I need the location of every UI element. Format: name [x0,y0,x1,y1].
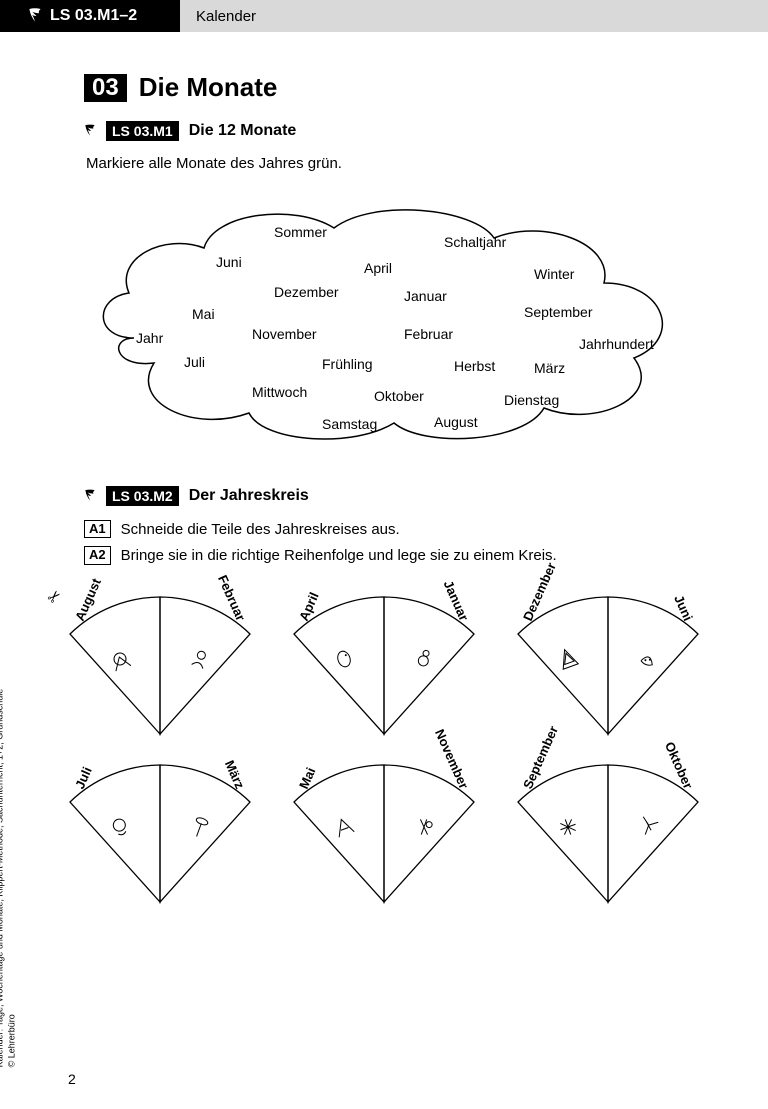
word-cloud: Sommer Schaltjahr Juni April Winter Dezember J… [74,188,694,458]
cloud-word: Samstag [322,416,377,432]
cloud-word: August [434,414,478,430]
section1-instruction: Markiere alle Monate des Jahres grün. [86,155,720,172]
cloud-word: Mai [192,306,215,322]
section2-badge: LS 03.M2 [106,486,179,506]
tornado-icon [84,124,96,138]
title-row: 03 Die Monate [84,72,720,103]
cloud-word: Frühling [322,356,373,372]
cloud-word: Mittwoch [252,384,307,400]
side-line2: © Lehrerbüro [6,1014,16,1067]
cloud-word: September [524,304,592,320]
wedge-piece: Dezember Juni [508,589,708,739]
cloud-word: Februar [404,326,453,342]
header-section-block: Kalender [180,0,768,32]
cloud-word: November [252,326,317,342]
task-number: A1 [84,520,111,538]
section1-badge: LS 03.M1 [106,121,179,141]
wedge-piece: Juli März [60,757,260,907]
cloud-word: Sommer [274,224,327,240]
cloud-outline [74,188,694,458]
page-header: LS 03.M1–2 Kalender [0,0,768,32]
wedge-piece: April Januar [284,589,484,739]
section2-header: LS 03.M2 Der Jahreskreis [84,486,720,506]
side-line1: Kalender: Tage, Wochentage und Monate, K… [0,688,5,1067]
wedge-piece: Mai November [284,757,484,907]
tornado-icon [28,7,42,25]
wedge-piece: September Oktober [508,757,708,907]
main-title: Die Monate [139,72,278,103]
cloud-word: Schaltjahr [444,234,506,250]
cloud-word: Januar [404,288,447,304]
section1-header: LS 03.M1 Die 12 Monate [84,121,720,141]
page-content: 03 Die Monate LS 03.M1 Die 12 Monate Mar… [0,32,768,907]
cloud-word: März [534,360,565,376]
cloud-word: Dezember [274,284,339,300]
task-text: Schneide die Teile des Jahreskreises aus… [121,520,400,538]
cloud-word: Jahrhundert [579,336,654,352]
task-row: A1 Schneide die Teile des Jahreskreises … [84,520,720,538]
header-code: LS 03.M1–2 [50,7,137,25]
page-number: 2 [68,1071,76,1087]
cloud-word: April [364,260,392,276]
cloud-word: Juni [216,254,242,270]
cloud-word: Dienstag [504,392,559,408]
task-text: Bringe sie in die richtige Reihenfolge u… [121,546,557,564]
cloud-word: Oktober [374,388,424,404]
header-section: Kalender [196,8,256,25]
tornado-icon [84,489,96,503]
section1-title: Die 12 Monate [189,122,297,140]
title-number: 03 [84,74,127,102]
task-row: A2 Bringe sie in die richtige Reihenfolg… [84,546,720,564]
cloud-word: Herbst [454,358,495,374]
cloud-word: Jahr [136,330,163,346]
task-number: A2 [84,546,111,564]
header-code-block: LS 03.M1–2 [0,0,180,32]
footer-side-text: Kalender: Tage, Wochentage und Monate, K… [0,688,18,1067]
cloud-word: Juli [184,354,205,370]
cloud-word: Winter [534,266,574,282]
wedge-piece: August Februar [60,589,260,739]
section2-title: Der Jahreskreis [189,487,309,505]
wedges-grid: ✂ August Februar April Januar Dezemb [60,589,720,907]
